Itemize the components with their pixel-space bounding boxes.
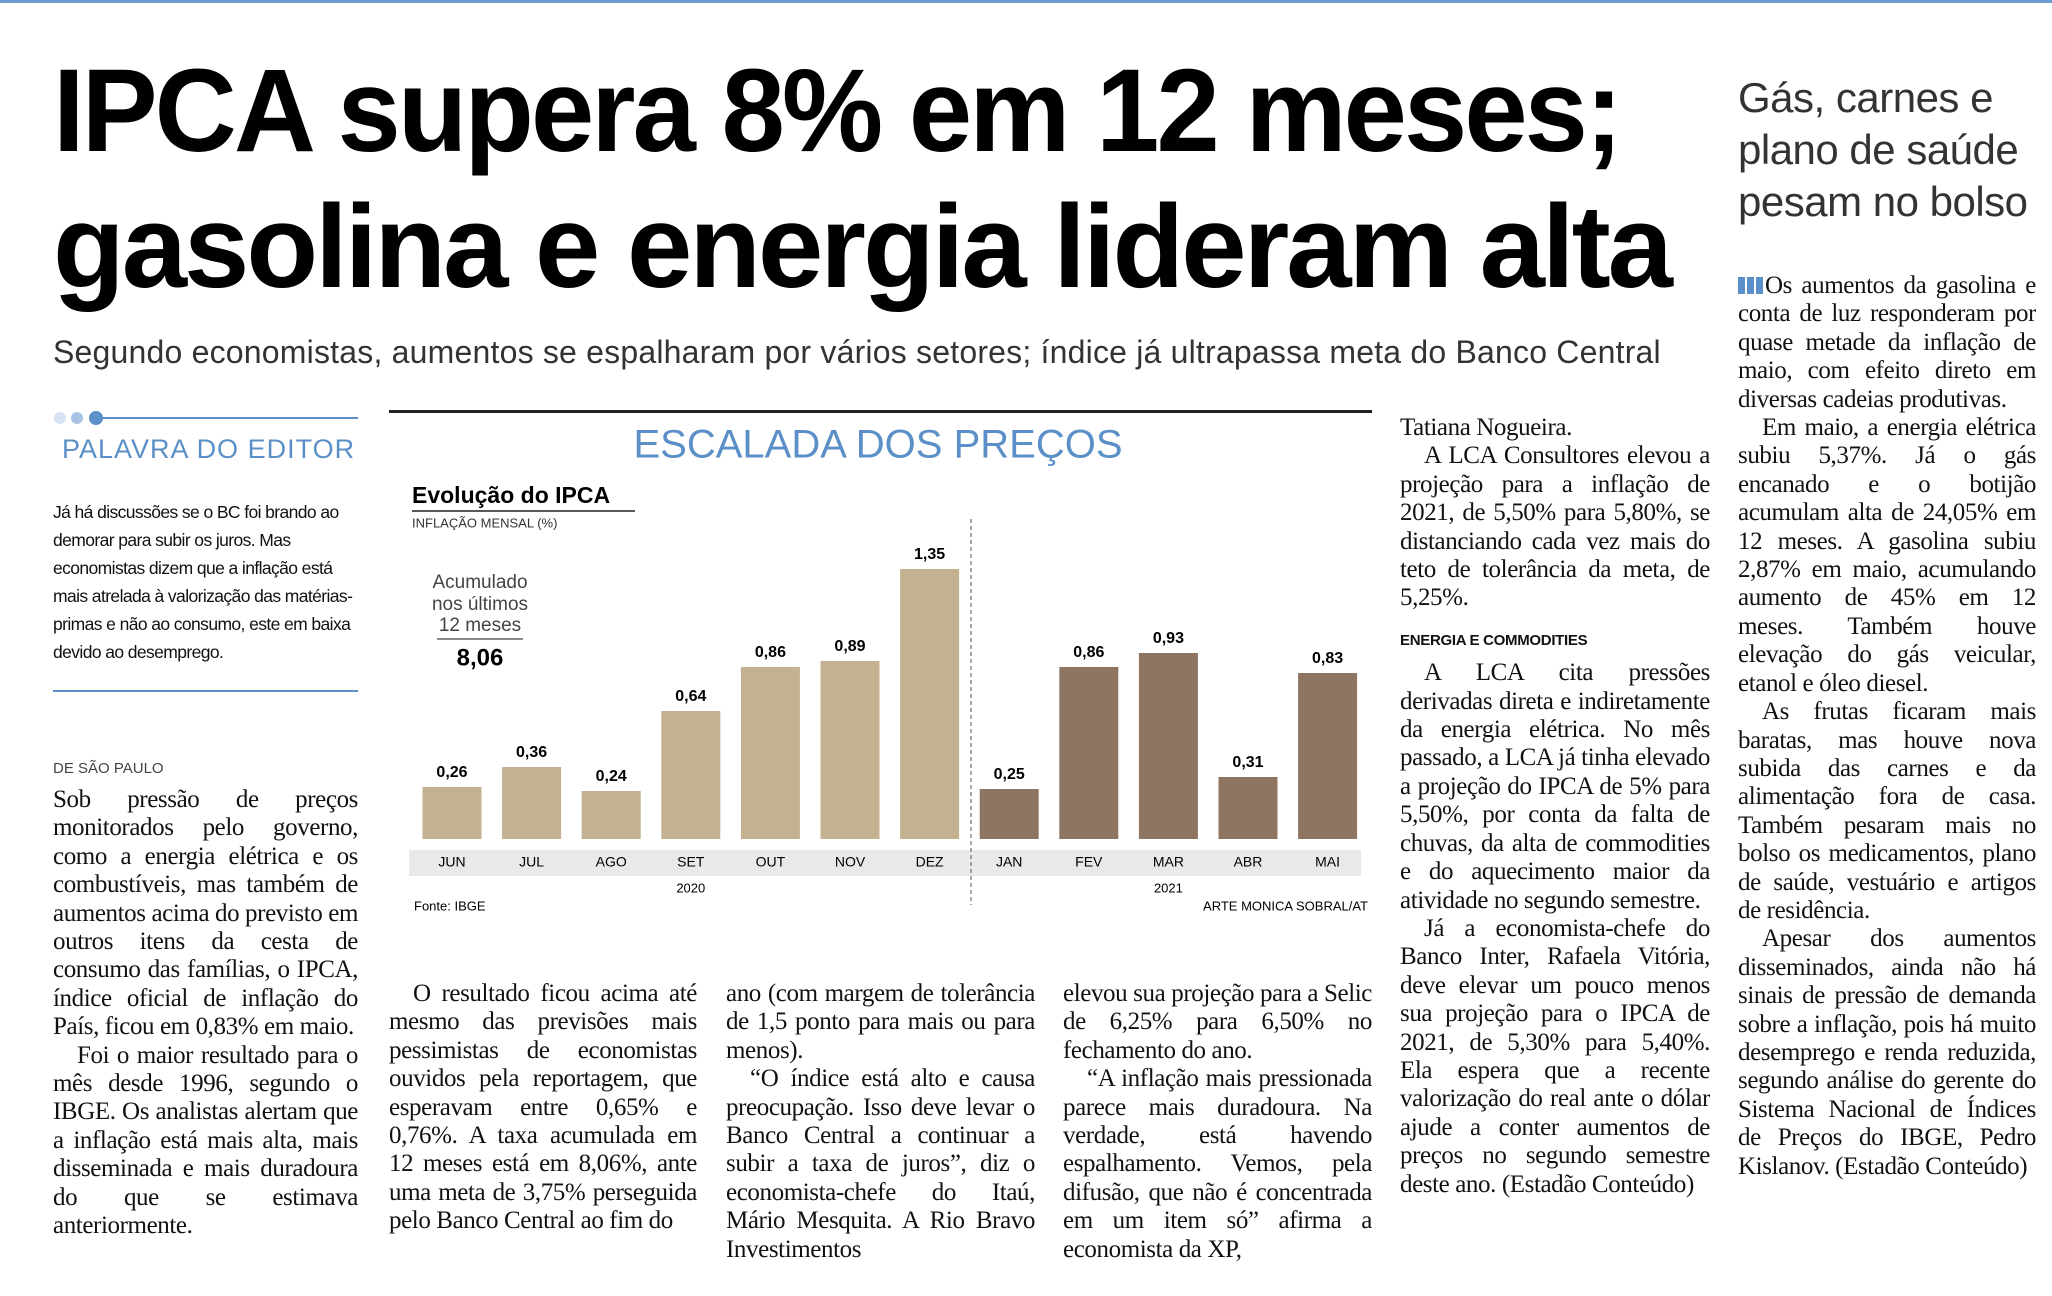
x-tick-label: SET (677, 854, 705, 870)
headline: IPCA supera 8% em 12 meses; gasolina e e… (53, 45, 1677, 313)
annotation-value: 8,06 (457, 644, 504, 671)
x-tick-label: OUT (756, 854, 786, 870)
paragraph: Já a economista-chefe do Banco Inter, Ra… (1400, 914, 1710, 1198)
bar (900, 569, 960, 839)
annotation: 12 meses (439, 615, 521, 636)
top-rule (0, 0, 2052, 3)
value-label: 0,36 (516, 744, 547, 761)
paragraph: As frutas ficaram mais baratas, mas houv… (1738, 698, 2036, 924)
dateline: DE SÃO PAULO (53, 760, 164, 777)
chart-subtitle: Evolução do IPCA (412, 482, 610, 508)
x-tick-label: NOV (835, 854, 866, 870)
sidebar-title: Gás, carnes e plano de saúde pesam no bo… (1738, 74, 2028, 225)
chart: ESCALADA DOS PREÇOS Evolução do IPCA INF… (389, 410, 1372, 913)
x-tick-label: MAR (1153, 854, 1184, 870)
value-label: 0,31 (1232, 754, 1263, 771)
category-band (409, 850, 1361, 876)
bar (820, 661, 880, 839)
paragraph: A LCA cita pressões derivadas direta e i… (1400, 659, 1710, 914)
rule (53, 690, 358, 692)
editor-title: PALAVRA DO EDITOR (62, 434, 356, 464)
article-column: elevou sua projeção para a Selic de 6,25… (1063, 980, 1372, 1264)
paragraph: Em maio, a energia elétrica subiu 5,37%.… (1738, 414, 2036, 697)
x-tick-label: DEZ (916, 854, 944, 870)
paragraph: Apesar dos aumentos disseminados, ainda … (1738, 925, 2036, 1180)
bar (740, 667, 800, 839)
subtitle: Segundo economistas, aumentos se espalha… (53, 334, 1661, 370)
value-label: 0,86 (1073, 644, 1104, 661)
value-label: 0,86 (755, 644, 786, 661)
paragraph: “O índice está alto e causa preocupação.… (726, 1065, 1035, 1263)
article-column: ano (com margem de tolerância de 1,5 pon… (726, 980, 1035, 1264)
dot (54, 412, 66, 424)
paragraph: Tatiana Nogueira. (1400, 414, 1572, 441)
x-tick-label: JUN (438, 854, 465, 870)
paragraph: elevou sua projeção para a Selic de 6,25… (1063, 980, 1372, 1064)
paragraph: A LCA Consultores elevou a projeção para… (1400, 442, 1710, 612)
value-label: 0,24 (596, 768, 627, 785)
source: Fonte: IBGE (414, 898, 486, 913)
dot (71, 412, 83, 424)
paragraph: ano (com margem de tolerância de 1,5 pon… (726, 980, 1035, 1064)
year-label: 2020 (676, 880, 705, 895)
annotation: nos últimos (432, 594, 528, 615)
sidebar-body: Os aumentos da gasolina e conta de luz r… (1738, 272, 2036, 1264)
paragraph-text: Os aumentos da gasolina e conta de luz r… (1738, 272, 2036, 413)
bar (422, 787, 482, 839)
value-label: 0,93 (1153, 630, 1184, 647)
article-column: Tatiana Nogueira. A LCA Consultores elevo… (1400, 414, 1710, 1264)
bar (1138, 653, 1198, 839)
value-label: 0,26 (436, 764, 467, 781)
x-tick-label: JUL (519, 854, 544, 870)
value-label: 0,89 (834, 638, 865, 655)
article-column: Sob pressão de preços monitorados pelo g… (53, 786, 358, 1264)
x-tick-label: JAN (996, 854, 1022, 870)
headline-line: IPCA supera 8% em 12 meses; (53, 45, 1620, 177)
bar (661, 711, 721, 839)
subhead: ENERGIA E COMMODITIES (1400, 631, 1588, 649)
x-tick-label: MAI (1315, 854, 1340, 870)
bar (1059, 667, 1119, 839)
dot (89, 411, 103, 425)
paragraph: Os aumentos da gasolina e conta de luz r… (1738, 272, 2036, 414)
paragraph: Sob pressão de preços monitorados pelo g… (53, 786, 358, 1041)
credit: ARTE MONICA SOBRAL/AT (1203, 898, 1368, 913)
x-tick-label: AGO (596, 854, 627, 870)
value-label: 1,35 (914, 546, 945, 563)
value-label: 0,83 (1312, 650, 1343, 667)
paragraph: O resultado ficou acima até mesmo das pr… (389, 980, 697, 1235)
paragraph: “A inflação mais pressionada parece mais… (1063, 1065, 1372, 1263)
bar (502, 767, 562, 839)
value-label: 0,25 (994, 766, 1025, 783)
chart-title: ESCALADA DOS PREÇOS (633, 423, 1122, 467)
bar (1218, 777, 1278, 839)
bar (581, 791, 641, 839)
headline-line: gasolina e energia lideram alta (53, 181, 1674, 313)
x-tick-label: ABR (1234, 854, 1263, 870)
editor-dots (54, 411, 358, 425)
x-tick-label: FEV (1075, 854, 1103, 870)
value-label: 0,64 (675, 688, 706, 705)
annotation: Acumulado (432, 572, 527, 593)
article-column: O resultado ficou acima até mesmo das pr… (389, 980, 697, 1264)
y-axis-label: INFLAÇÃO MENSAL (%) (412, 515, 557, 530)
paragraph: Foi o maior resultado para o mês desde 1… (53, 1041, 358, 1240)
editor-text: Já há discussões se o BC foi brando ao d… (53, 502, 353, 662)
bar (1298, 673, 1358, 839)
bar (979, 789, 1039, 839)
year-label: 2021 (1154, 880, 1183, 895)
